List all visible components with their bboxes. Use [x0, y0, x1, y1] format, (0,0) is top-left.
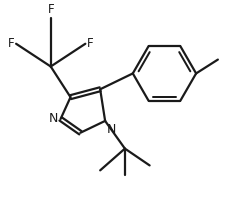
Text: F: F: [87, 37, 94, 50]
Text: F: F: [7, 37, 14, 50]
Text: F: F: [47, 3, 54, 16]
Text: N: N: [107, 123, 116, 136]
Text: N: N: [48, 113, 57, 125]
